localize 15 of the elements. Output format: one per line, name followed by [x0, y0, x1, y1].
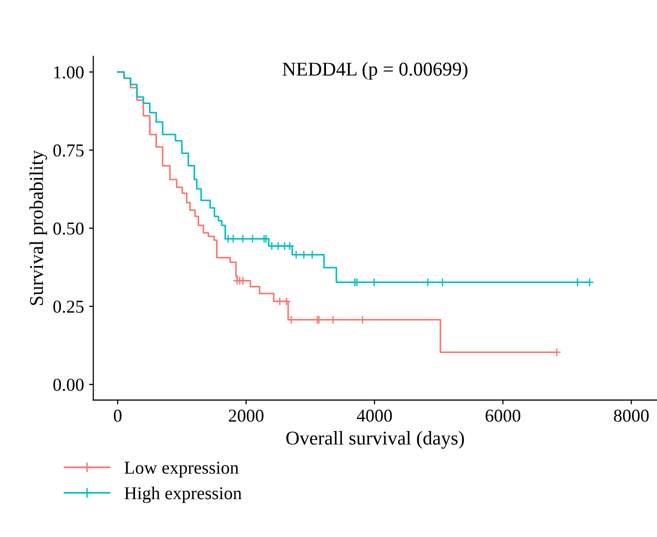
y-axis-title: Survival probability	[29, 150, 48, 305]
y-tick-label: 0.75	[53, 144, 84, 157]
x-tick-label: 6000	[486, 410, 520, 422]
x-tick-label: 0	[114, 410, 122, 422]
y-tick-label: 0.25	[53, 300, 84, 313]
y-tick-label: 0.00	[53, 378, 84, 391]
y-tick-label: 0.50	[53, 222, 84, 235]
legend-label: High expression	[124, 486, 242, 504]
chart-title: NEDD4L (p = 0.00699)	[282, 62, 468, 80]
y-tick-label: 1.00	[54, 66, 84, 79]
x-tick-label: 8000	[614, 410, 649, 422]
x-tick-label: 4000	[356, 410, 392, 422]
x-axis-title: Overall survival (days)	[286, 431, 464, 449]
x-tick-label: 2000	[228, 410, 264, 422]
legend-label: Low expression	[124, 462, 239, 478]
